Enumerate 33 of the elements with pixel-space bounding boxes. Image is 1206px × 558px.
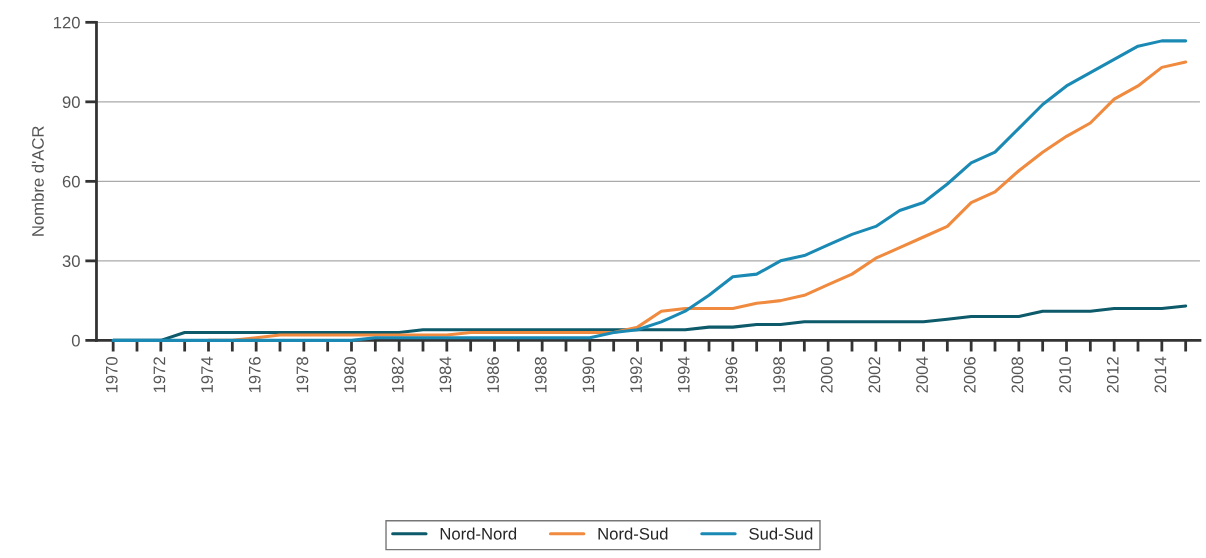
x-tick-label: 1982 — [391, 357, 404, 393]
legend-label: Nord-Nord — [440, 527, 517, 540]
x-tick-label: 1974 — [201, 356, 213, 393]
x-tick-label: 1986 — [487, 357, 499, 393]
legend-label: Nord-Sud — [598, 527, 668, 540]
x-tick-label: 2010 — [1059, 357, 1071, 393]
y-tick-label: 30 — [62, 255, 80, 268]
x-tick-label: 2014 — [1154, 356, 1167, 393]
x-tick-label: 1972 — [153, 357, 166, 393]
legend-label: Sud-Sud — [749, 527, 813, 540]
x-tick-label: 2012 — [1106, 357, 1119, 393]
y-tick-label: 90 — [62, 96, 80, 109]
x-tick-label: 1996 — [725, 357, 738, 393]
y-axis-title: Nombre d'ACR — [31, 126, 44, 236]
x-tick-label: 2002 — [868, 357, 881, 393]
x-tick-label: 1978 — [296, 357, 309, 393]
x-tick-label: 1998 — [773, 357, 785, 393]
x-tick-label: 2000 — [820, 357, 833, 393]
x-tick-label: 1988 — [534, 357, 547, 393]
x-tick-label: 1980 — [344, 357, 356, 393]
y-tick-label: 0 — [71, 334, 80, 347]
x-tick-label: 1992 — [630, 357, 642, 393]
y-tick-label: 60 — [62, 175, 80, 188]
x-tick-label: 2006 — [963, 357, 976, 393]
x-tick-label: 2004 — [916, 356, 928, 393]
x-tick-label: 1976 — [248, 357, 261, 393]
x-tick-label: 1984 — [439, 356, 452, 393]
y-tick-label: 120 — [53, 16, 80, 29]
line-series — [111, 39, 1188, 342]
x-tick-label: 1970 — [105, 357, 118, 393]
x-tick-label: 1994 — [677, 356, 690, 393]
x-tick-label: 2008 — [1011, 357, 1024, 393]
x-tick-label: 1990 — [582, 357, 595, 393]
